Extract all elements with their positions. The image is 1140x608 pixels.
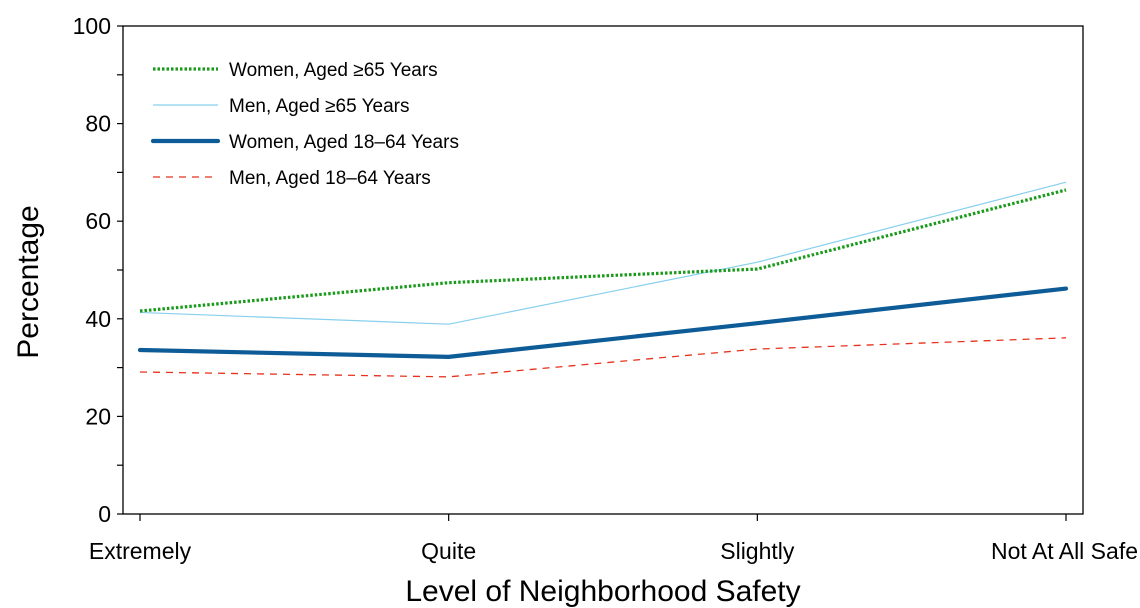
x-tick-label: Not At All Safe (991, 538, 1138, 564)
legend-label-men-aged-18-64-years: Men, Aged 18–64 Years (229, 168, 431, 189)
series-line-women-aged-18-64-years (137, 286, 1069, 359)
axes (117, 25, 1084, 521)
series-line-men-aged-65-years (139, 181, 1067, 325)
y-tick-label: 80 (85, 111, 111, 137)
x-tick-label: Extremely (89, 538, 192, 564)
y-tick-label: 40 (85, 306, 111, 332)
series-lines (137, 181, 1069, 378)
series-line-women-aged-65-years (139, 188, 1067, 313)
legend-label-men-aged-65-years: Men, Aged ≥65 Years (229, 96, 410, 117)
y-tick-label: 60 (85, 208, 111, 234)
x-tick-label: Quite (421, 538, 476, 564)
legend-label-women-aged-18-64-years: Women, Aged 18–64 Years (229, 132, 459, 153)
y-tick-label: 0 (98, 501, 111, 527)
legend-label-women-aged-65-years: Women, Aged ≥65 Years (229, 60, 438, 81)
y-tick-label: 20 (85, 403, 111, 429)
tick-labels: 0 20 40 60 80 100 Extremely Quite Slightly Not At… (73, 13, 1138, 564)
x-tick-label: Slightly (720, 538, 795, 564)
y-tick-label: 100 (73, 13, 111, 39)
y-axis-title: Percentage (12, 205, 45, 358)
x-axis-title: Level of Neighborhood Safety (405, 575, 800, 608)
legend: Women, Aged ≥65 Years Men, Aged ≥65 Years… (150, 60, 459, 189)
series-line-men-aged-18-64-years (139, 337, 1067, 378)
